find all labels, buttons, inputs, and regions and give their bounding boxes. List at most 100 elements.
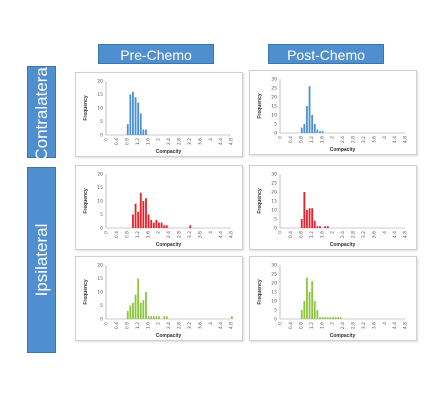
- x-tick-label: 2.4: [166, 231, 172, 238]
- x-tick-label: 1.6: [145, 138, 151, 145]
- histogram-bar: [142, 300, 145, 319]
- y-axis-title: Frequency: [257, 188, 263, 214]
- column-header-post-chemo: Post-Chemo: [268, 44, 384, 64]
- column-header-pre-chemo: Pre-Chemo: [98, 44, 214, 64]
- histogram-bar: [158, 316, 160, 319]
- histogram-bar: [313, 124, 316, 133]
- y-axis-title: Frequency: [257, 93, 263, 119]
- x-axis-title: Compacity: [330, 333, 356, 339]
- x-tick-label: 3.6: [197, 322, 203, 329]
- x-tick-label: 1.2: [135, 138, 141, 145]
- x-axis-title: Compacity: [156, 242, 182, 248]
- y-tick-label: 30: [271, 172, 277, 178]
- x-tick-label: 3.2: [187, 138, 193, 145]
- x-tick-label: 2.4: [340, 136, 346, 143]
- histogram-bar: [306, 277, 308, 319]
- histogram-bar: [316, 310, 319, 319]
- x-axis-title: Compacity: [156, 149, 182, 155]
- y-tick-label: 15: [271, 104, 277, 110]
- x-tick-label: 2.4: [166, 138, 172, 145]
- y-axis-title: Frequency: [83, 188, 89, 214]
- y-tick-label: 15: [97, 185, 103, 191]
- x-tick-label: 0.4: [288, 322, 294, 329]
- y-tick-label: 20: [271, 95, 277, 101]
- chart-panel-ipsi-post-2: 0 5 10 15 20 25 30 0 0.4 0.8 1.2 1.6 2 2.4 2.8 3.2 3.6 4 4…: [249, 256, 417, 341]
- histogram-bar: [306, 106, 308, 133]
- x-tick-label: 0.4: [288, 231, 294, 238]
- histogram-bar: [308, 208, 311, 228]
- x-axis-title: Compacity: [330, 242, 356, 248]
- histogram-bar: [145, 292, 147, 319]
- x-tick-label: 0.8: [124, 322, 130, 329]
- x-tick-label: 4.4: [218, 231, 224, 238]
- y-tick-label: 0: [274, 317, 277, 323]
- x-tick-label: 3.2: [361, 136, 367, 143]
- row-header-contralateral: Contralateral: [27, 63, 56, 161]
- x-tick-label: 0.4: [114, 138, 120, 145]
- x-tick-label: 1.6: [319, 136, 325, 143]
- y-tick-label: 20: [97, 263, 103, 269]
- y-tick-label: 10: [271, 208, 277, 214]
- histogram-bar: [163, 316, 166, 319]
- histogram-bar: [163, 225, 166, 228]
- x-tick-label: 1.6: [319, 231, 325, 238]
- x-tick-label: 3.6: [197, 138, 203, 145]
- histogram-bar: [147, 316, 150, 319]
- x-tick-label: 1.6: [145, 231, 151, 238]
- x-tick-label: 1.2: [135, 322, 141, 329]
- y-tick-label: 25: [271, 86, 277, 92]
- x-tick-label: 0.4: [114, 231, 120, 238]
- y-axis-title: Frequency: [83, 95, 89, 121]
- histogram-bar: [231, 316, 233, 319]
- x-tick-label: 2: [156, 322, 162, 325]
- x-tick-label: 3.2: [187, 322, 193, 329]
- histogram-bar: [132, 91, 134, 135]
- x-tick-label: 0.4: [114, 322, 120, 329]
- x-tick-label: 4: [382, 136, 388, 139]
- histogram-bar: [303, 192, 306, 228]
- x-tick-label: 2.4: [166, 322, 172, 329]
- histogram-contra-post: 0 5 10 15 20 25 30 0 0.4 0.8 1.2 1.6 2 2.4 2.8 3.2 3.6 4 4…: [257, 77, 409, 153]
- x-tick-label: 3.2: [187, 231, 193, 238]
- histogram-bar: [313, 301, 316, 319]
- x-tick-label: 4.4: [392, 322, 398, 329]
- y-tick-label: 15: [271, 290, 277, 296]
- y-tick-label: 5: [100, 212, 103, 218]
- histogram-bar: [150, 219, 153, 228]
- histogram-bar: [142, 129, 145, 135]
- chart-panel-ipsi-pre-2: 0 5 10 15 20 0 0.4 0.8 1.2 1.6 2 2.4 2.8 3.2 3.6 4 4.4 4.…: [75, 256, 243, 341]
- x-tick-label: 2.8: [351, 322, 357, 329]
- histogram-bar: [134, 97, 137, 135]
- histogram-bar: [308, 86, 311, 133]
- y-tick-label: 5: [100, 303, 103, 309]
- histogram-bar: [339, 317, 342, 319]
- y-tick-label: 0: [100, 133, 103, 139]
- x-tick-label: 4: [208, 138, 214, 141]
- histogram-ipsi-post-2: 0 5 10 15 20 25 30 0 0.4 0.8 1.2 1.6 2 2.4 2.8 3.2 3.6 4 4…: [257, 263, 409, 339]
- y-tick-label: 10: [97, 106, 103, 112]
- histogram-bar: [321, 317, 324, 319]
- histogram-bar: [152, 222, 155, 228]
- histogram-bar: [158, 222, 160, 228]
- x-tick-label: 4.4: [218, 138, 224, 145]
- y-tick-label: 25: [271, 272, 277, 278]
- x-tick-label: 2.8: [351, 136, 357, 143]
- histogram-bar: [142, 201, 145, 228]
- histogram-bar: [132, 214, 134, 228]
- x-tick-label: 2: [330, 322, 336, 325]
- x-tick-label: 2.4: [340, 231, 346, 238]
- histogram-bar: [145, 129, 147, 135]
- y-tick-label: 5: [274, 122, 277, 128]
- x-tick-label: 3.6: [197, 231, 203, 238]
- x-tick-label: 1.2: [309, 231, 315, 238]
- chart-panel-ipsi-pre: 0 5 10 15 20 0 0.4 0.8 1.2 1.6 2 2.4 2.8 3.2 3.6 4 4.4 4.…: [75, 165, 243, 250]
- x-tick-label: 3.6: [371, 136, 377, 143]
- x-tick-label: 4.4: [218, 322, 224, 329]
- histogram-bar: [324, 226, 327, 228]
- y-tick-label: 15: [97, 276, 103, 282]
- x-tick-label: 3.6: [371, 231, 377, 238]
- x-tick-label: 4.8: [229, 322, 235, 329]
- y-tick-label: 10: [271, 299, 277, 305]
- x-tick-label: 4.8: [229, 138, 235, 145]
- x-tick-label: 4: [208, 231, 214, 234]
